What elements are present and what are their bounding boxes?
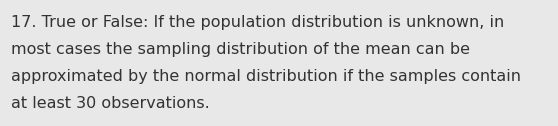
Text: 17. True or False: If the population distribution is unknown, in: 17. True or False: If the population dis… xyxy=(11,15,504,30)
Text: most cases the sampling distribution of the mean can be: most cases the sampling distribution of … xyxy=(11,42,470,57)
Text: at least 30 observations.: at least 30 observations. xyxy=(11,96,210,111)
Text: approximated by the normal distribution if the samples contain: approximated by the normal distribution … xyxy=(11,69,521,84)
